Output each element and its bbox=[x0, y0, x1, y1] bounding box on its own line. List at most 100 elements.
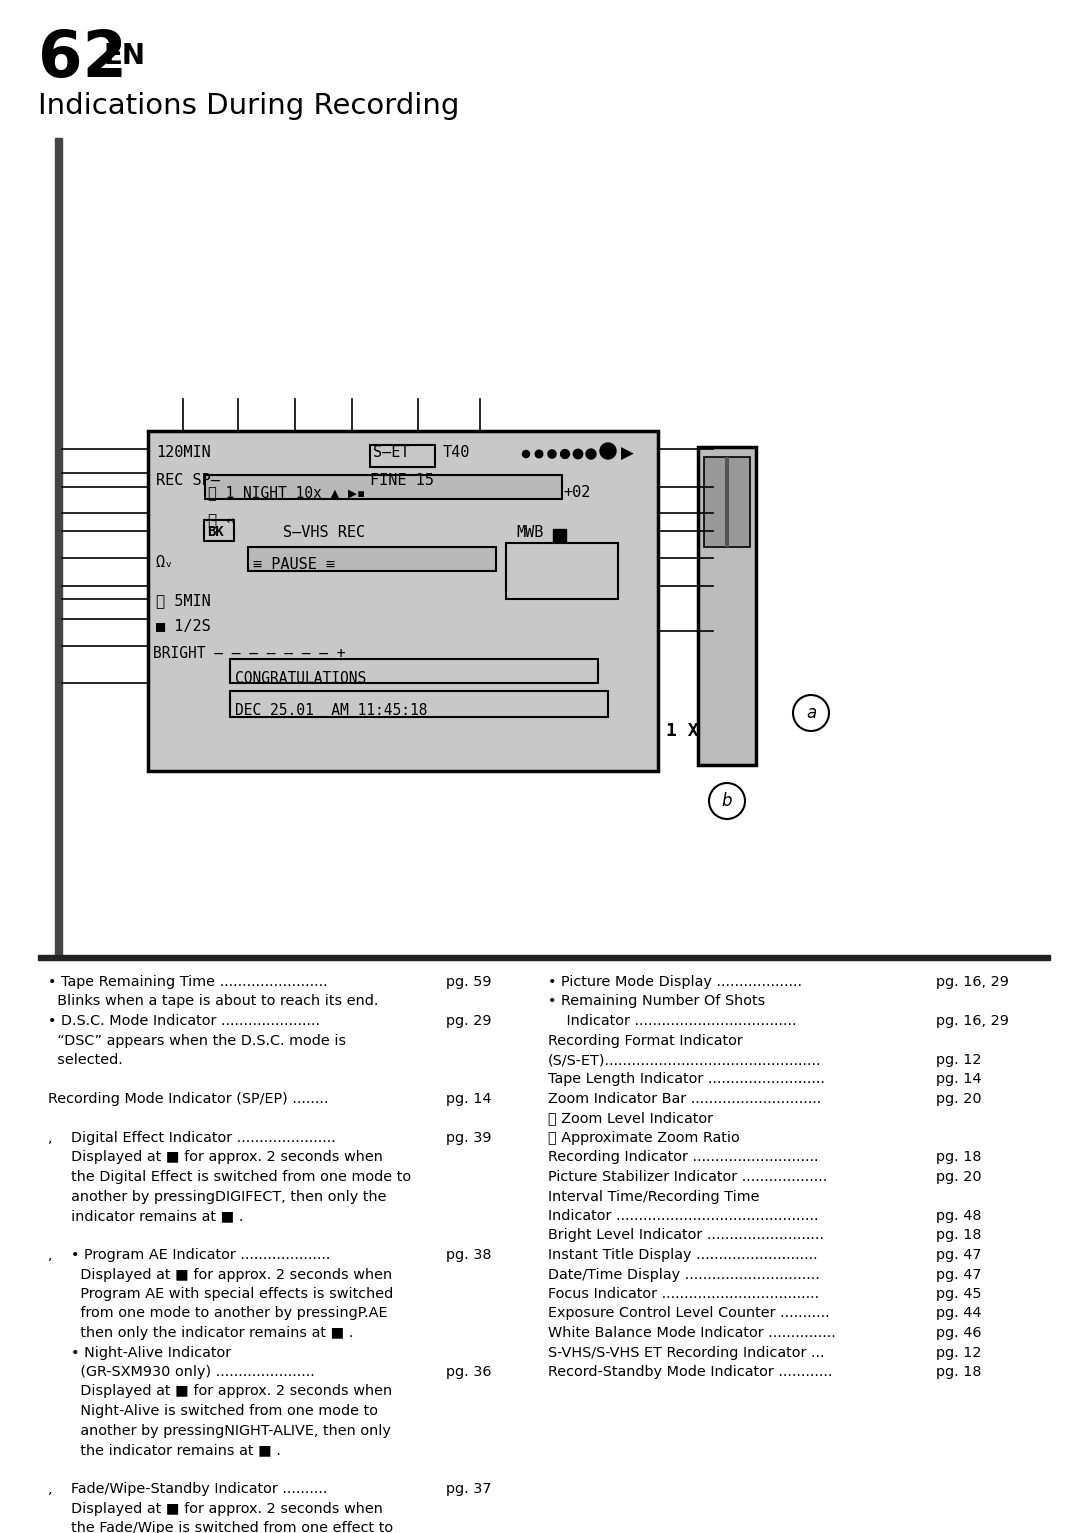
Text: Recording Indicator ............................: Recording Indicator ....................… bbox=[548, 1150, 819, 1165]
Text: Exposure Control Level Counter ...........: Exposure Control Level Counter .........… bbox=[548, 1306, 829, 1320]
Text: Program AE with special effects is switched: Program AE with special effects is switc… bbox=[48, 1288, 393, 1302]
Text: pg. 47: pg. 47 bbox=[936, 1248, 982, 1262]
Text: 62: 62 bbox=[38, 28, 127, 90]
Bar bbox=[230, 659, 598, 684]
Text: White Balance Mode Indicator ...............: White Balance Mode Indicator ...........… bbox=[548, 1326, 836, 1340]
Text: pg. 20: pg. 20 bbox=[936, 1091, 982, 1105]
Text: selected.: selected. bbox=[48, 1053, 123, 1067]
Text: pg. 47: pg. 47 bbox=[936, 1268, 982, 1282]
Bar bbox=[230, 691, 608, 717]
Bar bbox=[148, 431, 658, 771]
Bar bbox=[204, 520, 234, 541]
Text: • Tape Remaining Time ........................: • Tape Remaining Time ..................… bbox=[48, 975, 327, 989]
Text: Bright Level Indicator ..........................: Bright Level Indicator .................… bbox=[548, 1228, 824, 1243]
Text: pg. 29: pg. 29 bbox=[446, 1013, 491, 1029]
Text: a: a bbox=[806, 704, 816, 722]
Text: pg. 36: pg. 36 bbox=[446, 1364, 491, 1380]
Text: the indicator remains at ■ .: the indicator remains at ■ . bbox=[48, 1443, 281, 1456]
Text: Indicator .............................................: Indicator ..............................… bbox=[548, 1210, 819, 1223]
Text: REC SP—: REC SP— bbox=[156, 474, 220, 487]
Text: “DSC” appears when the D.S.C. mode is: “DSC” appears when the D.S.C. mode is bbox=[48, 1033, 346, 1047]
Text: pg. 48: pg. 48 bbox=[936, 1210, 982, 1223]
Text: ⧖ 1 NIGHT 10x ▲ ▶▪: ⧖ 1 NIGHT 10x ▲ ▶▪ bbox=[208, 484, 365, 500]
Bar bbox=[698, 448, 756, 765]
Text: ■ 1/2S: ■ 1/2S bbox=[156, 619, 211, 635]
Text: CONGRATULATIONS: CONGRATULATIONS bbox=[235, 671, 366, 685]
Text: BRIGHT — — — — — — — +: BRIGHT — — — — — — — + bbox=[153, 645, 346, 661]
Text: ,    Digital Effect Indicator ......................: , Digital Effect Indicator .............… bbox=[48, 1131, 336, 1145]
Bar bbox=[370, 445, 435, 468]
Circle shape bbox=[586, 449, 596, 458]
Text: indicator remains at ■ .: indicator remains at ■ . bbox=[48, 1210, 243, 1223]
Text: EN: EN bbox=[103, 41, 145, 71]
Bar bbox=[507, 543, 618, 599]
Text: BK: BK bbox=[207, 524, 224, 540]
Circle shape bbox=[561, 449, 569, 458]
Text: T40: T40 bbox=[443, 445, 471, 460]
Text: Indications During Recording: Indications During Recording bbox=[38, 92, 459, 120]
Bar bbox=[248, 547, 496, 570]
Text: pg. 18: pg. 18 bbox=[936, 1228, 982, 1243]
Text: pg. 18: pg. 18 bbox=[936, 1364, 982, 1380]
Text: pg. 45: pg. 45 bbox=[936, 1288, 982, 1302]
Text: S–VHS REC: S–VHS REC bbox=[283, 524, 365, 540]
Bar bbox=[725, 457, 729, 547]
Bar bbox=[553, 529, 566, 543]
Text: pg. 18: pg. 18 bbox=[936, 1150, 982, 1165]
Text: • Picture Mode Display ...................: • Picture Mode Display .................… bbox=[548, 975, 802, 989]
Text: • Remaining Number Of Shots: • Remaining Number Of Shots bbox=[548, 995, 766, 1009]
Text: pg. 59: pg. 59 bbox=[446, 975, 491, 989]
Bar bbox=[38, 955, 1050, 960]
Text: pg. 38: pg. 38 bbox=[446, 1248, 491, 1262]
Text: ⏳ 5MIN: ⏳ 5MIN bbox=[156, 593, 211, 609]
Text: S–ET: S–ET bbox=[373, 445, 409, 460]
Text: +02: +02 bbox=[563, 484, 591, 500]
Text: Zoom Indicator Bar .............................: Zoom Indicator Bar .....................… bbox=[548, 1091, 821, 1105]
Text: pg. 39: pg. 39 bbox=[446, 1131, 491, 1145]
Text: Record-Standby Mode Indicator ............: Record-Standby Mode Indicator ..........… bbox=[548, 1364, 833, 1380]
Text: ,    Fade/Wipe-Standby Indicator ..........: , Fade/Wipe-Standby Indicator .......... bbox=[48, 1482, 327, 1496]
Circle shape bbox=[523, 451, 529, 457]
Text: Indicator ....................................: Indicator ..............................… bbox=[548, 1013, 797, 1029]
Text: 1 X: 1 X bbox=[666, 722, 699, 740]
Text: Displayed at ■ for approx. 2 seconds when: Displayed at ■ for approx. 2 seconds whe… bbox=[48, 1150, 383, 1165]
Text: pg. 12: pg. 12 bbox=[936, 1053, 982, 1067]
Text: the Fade/Wipe is switched from one effect to: the Fade/Wipe is switched from one effec… bbox=[48, 1521, 393, 1533]
Text: ,    • Program AE Indicator ....................: , • Program AE Indicator ...............… bbox=[48, 1248, 330, 1262]
Text: Tape Length Indicator ..........................: Tape Length Indicator ..................… bbox=[548, 1073, 825, 1087]
Text: Displayed at ■ for approx. 2 seconds when: Displayed at ■ for approx. 2 seconds whe… bbox=[48, 1384, 392, 1398]
Text: Displayed at ■ for approx. 2 seconds when: Displayed at ■ for approx. 2 seconds whe… bbox=[48, 1268, 392, 1282]
Text: pg. 16, 29: pg. 16, 29 bbox=[936, 1013, 1009, 1029]
Text: pg. 12: pg. 12 bbox=[936, 1346, 982, 1360]
Text: pg. 37: pg. 37 bbox=[446, 1482, 491, 1496]
Text: pg. 14: pg. 14 bbox=[446, 1091, 491, 1105]
Circle shape bbox=[573, 449, 583, 458]
Text: pg. 14: pg. 14 bbox=[936, 1073, 982, 1087]
Text: • Night-Alive Indicator: • Night-Alive Indicator bbox=[48, 1346, 231, 1360]
Bar bbox=[55, 138, 62, 958]
Text: Focus Indicator ...................................: Focus Indicator ........................… bbox=[548, 1288, 819, 1302]
Circle shape bbox=[708, 783, 745, 819]
Text: Recording Mode Indicator (SP/EP) ........: Recording Mode Indicator (SP/EP) .......… bbox=[48, 1091, 328, 1105]
Text: b: b bbox=[721, 793, 732, 809]
Text: pg. 20: pg. 20 bbox=[936, 1170, 982, 1183]
Circle shape bbox=[536, 451, 543, 458]
Text: then only the indicator remains at ■ .: then only the indicator remains at ■ . bbox=[48, 1326, 353, 1340]
Bar bbox=[205, 475, 562, 500]
Text: DEC 25.01  AM 11:45:18: DEC 25.01 AM 11:45:18 bbox=[235, 704, 428, 717]
Text: ⓑ Approximate Zoom Ratio: ⓑ Approximate Zoom Ratio bbox=[548, 1131, 740, 1145]
Text: ▶: ▶ bbox=[621, 445, 634, 463]
Text: Night-Alive is switched from one mode to: Night-Alive is switched from one mode to bbox=[48, 1404, 378, 1418]
Text: ⓐ Zoom Level Indicator: ⓐ Zoom Level Indicator bbox=[548, 1111, 713, 1125]
Text: pg. 16, 29: pg. 16, 29 bbox=[936, 975, 1009, 989]
Bar bbox=[704, 457, 750, 547]
Text: Picture Stabilizer Indicator ...................: Picture Stabilizer Indicator ...........… bbox=[548, 1170, 827, 1183]
Circle shape bbox=[600, 443, 616, 458]
Text: MWB: MWB bbox=[516, 524, 543, 540]
Text: from one mode to another by pressingP.AE: from one mode to another by pressingP.AE bbox=[48, 1306, 388, 1320]
Text: (GR-SXM930 only) ......................: (GR-SXM930 only) ...................... bbox=[48, 1364, 314, 1380]
Text: S-VHS/S-VHS ET Recording Indicator ...: S-VHS/S-VHS ET Recording Indicator ... bbox=[548, 1346, 824, 1360]
Text: ≡ PAUSE ≡: ≡ PAUSE ≡ bbox=[253, 556, 335, 572]
Text: • D.S.C. Mode Indicator ......................: • D.S.C. Mode Indicator ................… bbox=[48, 1013, 320, 1029]
Text: Blinks when a tape is about to reach its end.: Blinks when a tape is about to reach its… bbox=[48, 995, 378, 1009]
